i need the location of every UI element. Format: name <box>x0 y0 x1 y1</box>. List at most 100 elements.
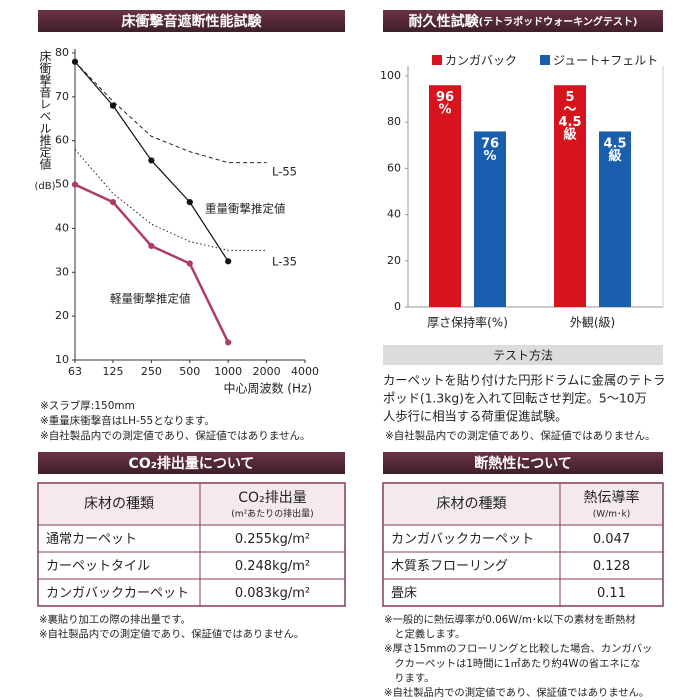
table-border <box>382 482 664 607</box>
note: ※スラブ厚:150mm <box>40 399 135 412</box>
table-cell: 0.083kg/m² <box>235 586 310 601</box>
point <box>109 102 117 109</box>
x-tick-label: 250 <box>141 365 162 378</box>
table-cell: カーペットタイル <box>46 559 150 574</box>
bar-value-label: 5 〜 4.5 級 <box>558 90 581 142</box>
label-line: 4.5 <box>603 136 626 151</box>
title-text: 床衝撃音遮断性能試験 <box>122 13 263 30</box>
label-line: % <box>438 102 451 117</box>
table-cell: 通常カーペット <box>46 532 137 547</box>
section-title: 床衝撃音遮断性能試験 <box>122 13 263 30</box>
bar <box>599 131 631 307</box>
label-line: % <box>483 148 496 163</box>
subheader-title: テスト方法 <box>493 348 553 363</box>
x-tick-label: 4000 <box>291 365 319 378</box>
note: ※重量床衝撃音はLH-55となります。 <box>40 414 215 427</box>
table-cell: 木質系フローリング <box>391 559 508 574</box>
legend-label: カンガバック <box>445 54 517 68</box>
label-line: 76 <box>481 136 499 151</box>
title-text: CO₂排出量について <box>129 455 255 472</box>
bar <box>474 131 506 307</box>
x-tick-label: 外観(級) <box>570 316 615 330</box>
x-tick-label: 63 <box>68 365 82 378</box>
note: ※裏貼り加工の際の排出量です。 <box>39 613 191 626</box>
section-header <box>383 452 663 474</box>
bar <box>429 85 461 308</box>
series-line <box>74 61 267 164</box>
table-cell: カンガバックカーペット <box>391 532 534 547</box>
table-header-bg <box>383 483 663 525</box>
series-line <box>74 149 267 251</box>
table-border <box>37 482 346 607</box>
point <box>225 258 232 265</box>
point <box>109 199 117 206</box>
table-cell: 0.11 <box>597 586 626 601</box>
y-tick-label: 30 <box>55 265 69 278</box>
section-title: CO₂排出量について <box>129 455 255 472</box>
table-header-sub: (m²あたりの排出量) <box>231 508 313 520</box>
note: ※厚さ15mmのフローリングと比較した場合、カンガバッ <box>384 642 652 655</box>
y-tick-label: 0 <box>394 300 401 313</box>
label-line: 〜 <box>563 102 576 117</box>
legend-swatch <box>432 55 442 65</box>
x-tick-label: 125 <box>102 365 123 378</box>
label-line: 5 <box>565 90 574 105</box>
x-axis-title: 中心周波数 (Hz) <box>223 381 312 396</box>
y-tick-label: 60 <box>55 134 69 147</box>
label-line: 級 <box>563 126 576 142</box>
y-tick-label: 50 <box>55 178 69 191</box>
label-line: 4.5 <box>558 115 581 130</box>
note: ※自社製品内での測定値であり、保証値ではありません。 <box>40 429 310 442</box>
bar-value-label: 76% <box>481 136 499 164</box>
table-cell: 0.248kg/m² <box>235 559 310 574</box>
table-header-bg <box>38 483 345 525</box>
y-tick-label: 20 <box>387 254 401 267</box>
note: と定義します。 <box>384 628 465 641</box>
label-line: 級 <box>608 147 621 163</box>
table-header: 床材の種類 <box>437 496 507 512</box>
section-title: 耐久性試験(テトラポッドウォーキングテスト) <box>409 13 638 30</box>
title-text: 耐久性試験 <box>409 13 480 30</box>
y-tick-label: 40 <box>387 208 401 221</box>
y-tick-label: 40 <box>55 221 69 234</box>
series-label: L-55 <box>272 165 297 179</box>
label-line: 96 <box>436 90 454 105</box>
note: ります。 <box>384 672 434 684</box>
point <box>148 157 155 164</box>
x-tick-label: 1000 <box>214 365 242 378</box>
legend-swatch <box>540 55 550 65</box>
x-tick-label: 厚さ保持率(%) <box>427 315 508 330</box>
section-header <box>38 10 345 32</box>
body-text: カーペットを貼り付けた円形ドラムに金属のテトラ <box>383 373 665 388</box>
y-tick-label: 60 <box>387 161 401 174</box>
legend-label: ジュート+フェルト <box>553 54 658 68</box>
y-tick-label: 80 <box>387 115 401 128</box>
y-axis-unit: (dB) <box>34 181 55 192</box>
x-tick-label: 500 <box>179 365 200 378</box>
point <box>71 181 79 188</box>
table-header-sub: (W/m･k) <box>593 510 630 520</box>
section-header <box>38 452 345 474</box>
point <box>148 242 155 250</box>
note: ※自社製品内での測定値であり、保証値ではありません。 <box>385 429 655 442</box>
series-label: 重量衝撃推定値 <box>205 202 286 216</box>
note: ※自社製品内での測定値であり、保証値ではありません。 <box>39 628 304 641</box>
bar <box>554 85 586 308</box>
point <box>225 339 232 346</box>
note: ※自社製品内での測定値であり、保証値ではありません。 <box>384 686 649 699</box>
bar-value-label: 96% <box>436 90 454 118</box>
series-label: 軽量衝撃推定値 <box>110 292 191 306</box>
point <box>186 199 193 206</box>
y-tick-label: 20 <box>55 309 69 322</box>
series-label: L-35 <box>272 255 297 269</box>
y-tick-label: 70 <box>55 90 69 103</box>
table-cell: 0.047 <box>593 532 630 547</box>
table-cell: 0.255kg/m² <box>235 532 310 547</box>
body-text: 人歩行に相当する荷重促進試験。 <box>383 409 567 424</box>
table-cell: 0.128 <box>593 559 630 574</box>
note: クカーペットは1時間に1㎡あたり約4Wの省エネにな <box>384 657 640 670</box>
section-header <box>383 10 663 32</box>
table-header: CO₂排出量 <box>238 490 306 506</box>
x-tick-label: 2000 <box>253 365 281 378</box>
